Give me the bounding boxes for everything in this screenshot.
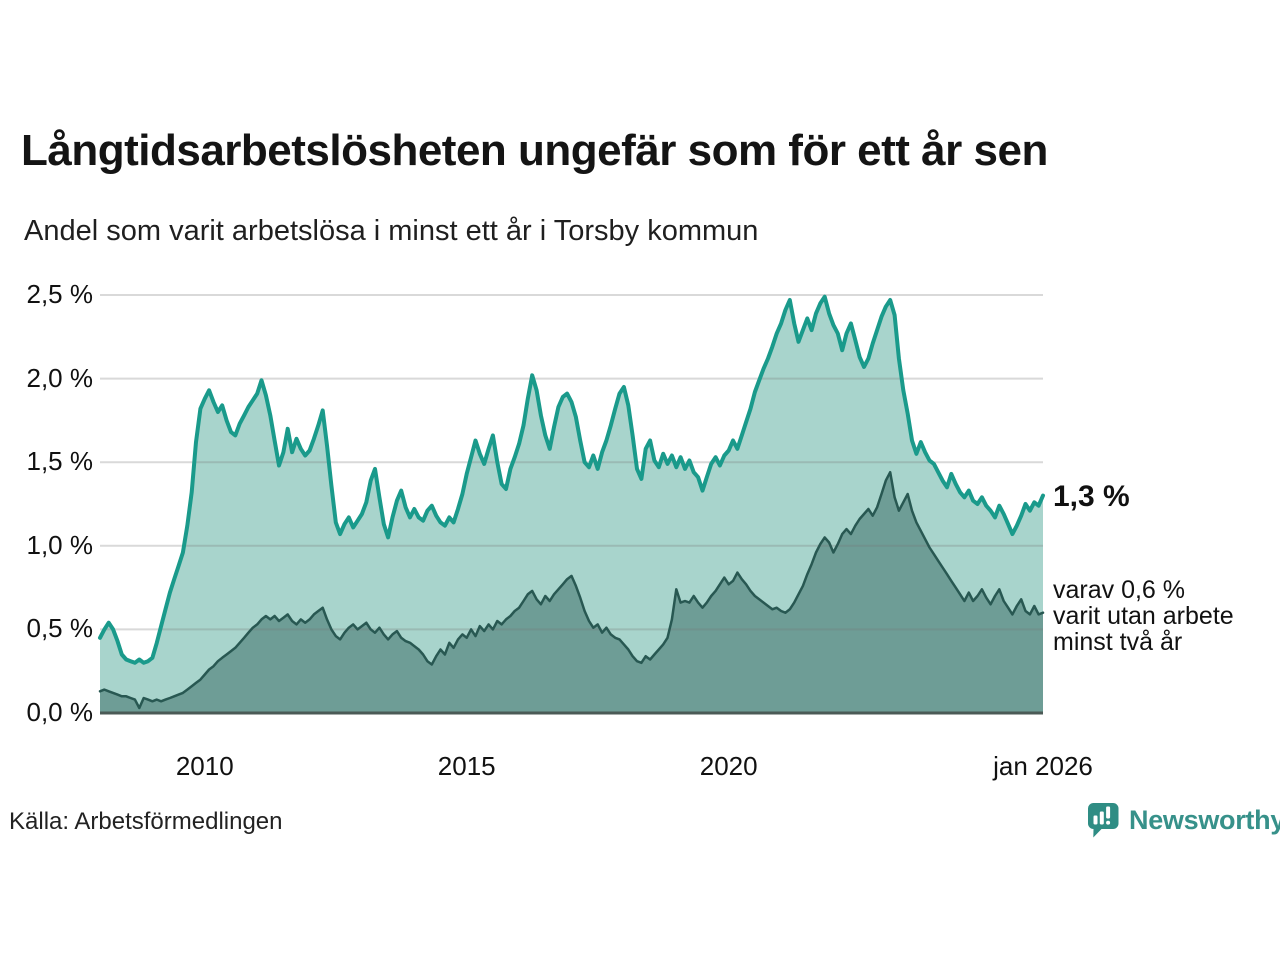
y-axis-label: 2,0 % — [26, 362, 94, 393]
chart-subtitle: Andel som varit arbetslösa i minst ett å… — [24, 215, 759, 247]
two-year-annotation: varav 0,6 % varit utan arbete minst två … — [1053, 577, 1234, 655]
x-axis-label: 2020 — [699, 751, 758, 781]
newsworthy-logo-text: Newsworthy — [1129, 805, 1280, 835]
annotation-line: varav 0,6 % — [1053, 576, 1186, 604]
newsworthy-logo-icon — [1088, 803, 1119, 838]
y-axis-label: 2,5 % — [26, 279, 94, 309]
annotation-line: varit utan arbete — [1053, 602, 1234, 630]
y-axis-label: 1,5 % — [26, 446, 94, 477]
source-credit: Källa: Arbetsförmedlingen — [9, 808, 283, 835]
y-axis-label: 0,5 % — [26, 613, 94, 644]
page-title: Långtidsarbetslösheten ungefär som för e… — [21, 126, 1048, 175]
series-line-minst-ett-ar — [98, 294, 1045, 665]
x-axis-label: 2015 — [437, 751, 496, 781]
y-axis-label: 0,0 % — [26, 697, 94, 727]
annotation-line: minst två år — [1053, 628, 1183, 656]
newsworthy-logo: Newsworthy — [1086, 801, 1280, 839]
series-line-minst-tva-ar — [98, 470, 1045, 710]
y-axis-label: 1,0 % — [26, 529, 94, 560]
latest-value-label: 1,3 % — [1053, 480, 1130, 513]
x-axis-label: jan 2026 — [993, 751, 1093, 781]
x-axis-label: 2010 — [175, 751, 234, 781]
series-area-minst-tva-ar — [100, 472, 1043, 713]
